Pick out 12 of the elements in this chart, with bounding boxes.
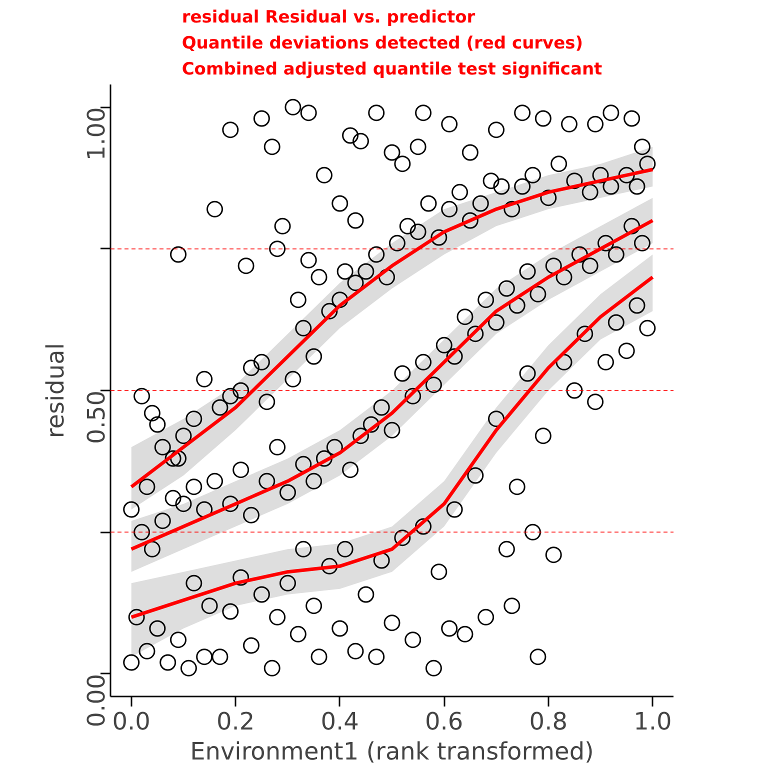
x-tick-label: 1.0 xyxy=(634,708,672,736)
y-tick-label: 0.50 xyxy=(82,390,110,444)
y-axis-title: residual xyxy=(42,342,70,438)
y-tick-label: 0.00 xyxy=(82,674,110,728)
x-tick-label: 0.2 xyxy=(216,708,255,736)
x-axis-title: Environment1 (rank transformed) xyxy=(190,738,594,766)
x-tick-label: 0.8 xyxy=(529,708,568,736)
y-tick-label: 1.00 xyxy=(82,107,110,161)
x-tick-label: 0.6 xyxy=(425,708,464,736)
x-tick-label: 0.0 xyxy=(112,708,150,736)
chart-title: residual Residual vs. predictor Quantile deviations detected (red curves) Combined adjusted quantile test significant xyxy=(182,8,602,80)
x-tick-label: 0.4 xyxy=(320,708,359,736)
